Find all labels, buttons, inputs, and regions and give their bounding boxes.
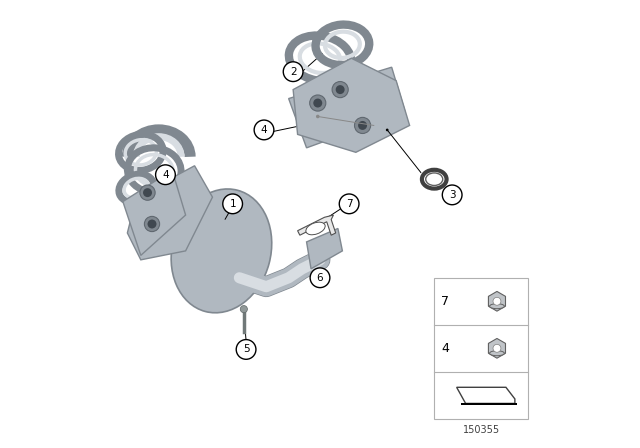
Ellipse shape <box>306 222 325 235</box>
Ellipse shape <box>490 351 504 356</box>
Polygon shape <box>123 170 186 255</box>
Circle shape <box>316 115 319 118</box>
Circle shape <box>254 120 274 140</box>
Polygon shape <box>307 228 342 269</box>
Polygon shape <box>488 291 506 311</box>
Circle shape <box>314 99 323 108</box>
Circle shape <box>386 129 388 131</box>
Text: 6: 6 <box>317 273 323 283</box>
Text: 5: 5 <box>243 345 250 354</box>
Text: 7: 7 <box>346 199 353 209</box>
Circle shape <box>145 216 159 232</box>
Circle shape <box>336 85 345 94</box>
Polygon shape <box>293 58 410 152</box>
Polygon shape <box>457 387 515 404</box>
Text: 3: 3 <box>449 190 456 200</box>
Circle shape <box>332 82 348 98</box>
Circle shape <box>236 340 256 359</box>
FancyBboxPatch shape <box>435 278 529 419</box>
Circle shape <box>358 121 367 130</box>
Circle shape <box>223 194 243 214</box>
Ellipse shape <box>426 173 443 185</box>
Polygon shape <box>461 403 517 405</box>
Polygon shape <box>127 166 212 260</box>
Circle shape <box>310 95 326 111</box>
Ellipse shape <box>490 304 504 309</box>
Circle shape <box>284 62 303 82</box>
Circle shape <box>143 188 152 197</box>
Circle shape <box>493 297 501 305</box>
Text: 2: 2 <box>290 67 296 77</box>
Ellipse shape <box>171 189 272 313</box>
Text: 7: 7 <box>442 295 449 308</box>
Circle shape <box>148 220 157 228</box>
Polygon shape <box>488 339 506 358</box>
Circle shape <box>442 185 462 205</box>
Circle shape <box>339 194 359 214</box>
Polygon shape <box>298 215 336 235</box>
Circle shape <box>240 306 248 313</box>
Polygon shape <box>289 67 405 148</box>
Circle shape <box>310 268 330 288</box>
Circle shape <box>493 345 501 352</box>
Circle shape <box>156 165 175 185</box>
Text: 4: 4 <box>162 170 169 180</box>
Text: 4: 4 <box>260 125 268 135</box>
Text: 1: 1 <box>229 199 236 209</box>
Circle shape <box>355 117 371 134</box>
Text: 150355: 150355 <box>463 425 500 435</box>
Circle shape <box>140 185 155 200</box>
Text: 4: 4 <box>442 342 449 355</box>
